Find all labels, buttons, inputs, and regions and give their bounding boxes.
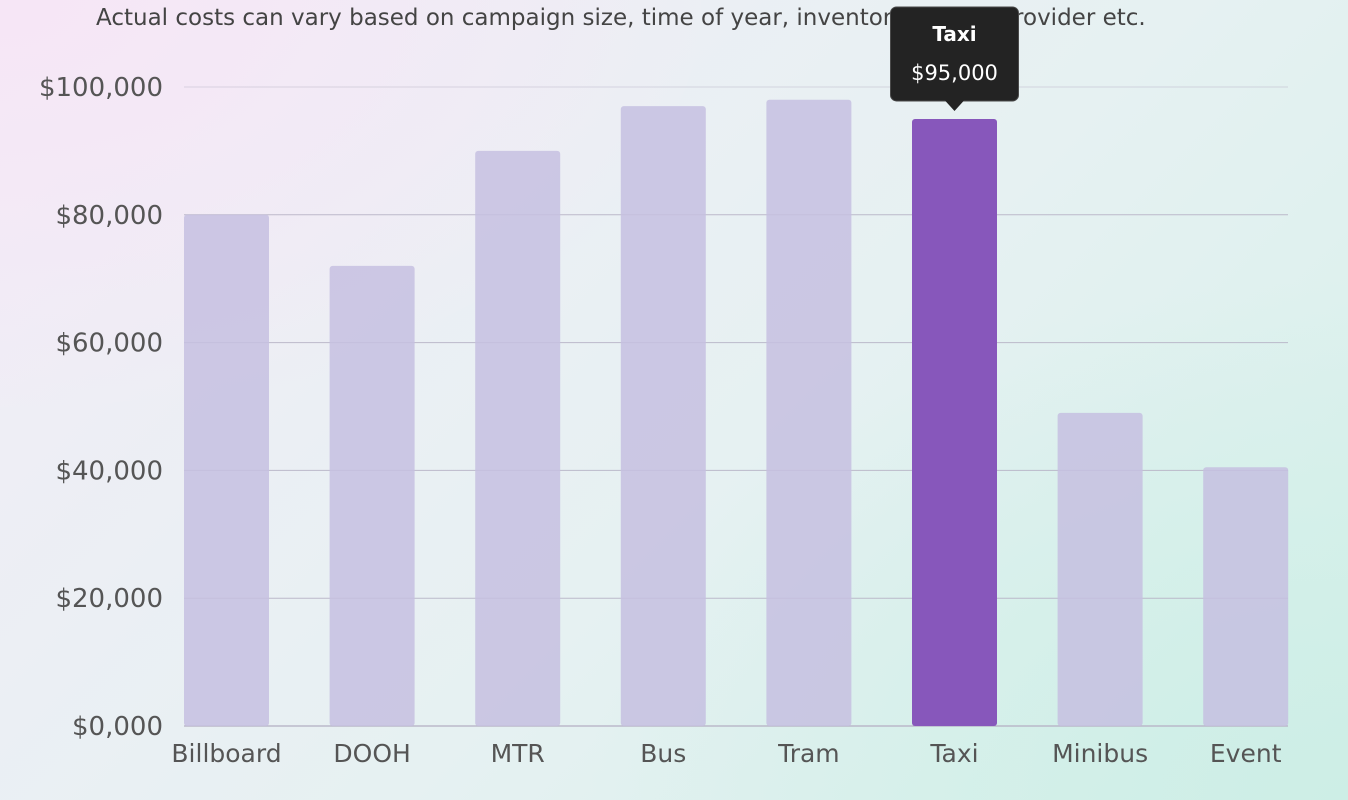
bar-event[interactable]: [1203, 467, 1289, 726]
tooltip: Taxi $95,000: [890, 6, 1019, 111]
bars: [184, 99, 1289, 727]
tooltip-title: Taxi: [932, 22, 976, 46]
bar-minibus[interactable]: [1057, 412, 1143, 726]
bar-billboard[interactable]: [184, 214, 269, 727]
tooltip-arrow: [944, 99, 965, 111]
x-category-label: Bus: [640, 739, 686, 768]
y-tick-label: $60,000: [55, 329, 163, 359]
y-tick-label: $20,000: [55, 584, 163, 614]
y-tick-label: $0,000: [72, 712, 163, 742]
y-tick-label: $80,000: [55, 201, 163, 231]
y-axis-tick-labels: $0,000 $20,000 $40,000 $60,000 $80,000 $100,0…: [39, 73, 163, 742]
tooltip-value: $95,000: [911, 61, 998, 85]
bar-dooh[interactable]: [329, 265, 415, 726]
bar-bus[interactable]: [620, 106, 706, 727]
x-category-label: Tram: [777, 739, 840, 768]
x-category-label: DOOH: [333, 739, 410, 768]
bar-mtr[interactable]: [475, 150, 561, 726]
y-tick-label: $100,000: [39, 73, 163, 103]
x-category-label: Minibus: [1052, 739, 1148, 768]
x-category-label: Taxi: [929, 739, 978, 768]
x-axis-category-labels: Billboard DOOH MTR Bus Tram Taxi Minibus Event: [171, 739, 1281, 768]
x-category-label: Billboard: [171, 739, 281, 768]
x-category-label: Event: [1210, 739, 1282, 768]
bar-taxi[interactable]: [912, 118, 997, 726]
bar-tram[interactable]: [766, 99, 852, 726]
x-category-label: MTR: [491, 739, 545, 768]
y-tick-label: $40,000: [55, 456, 163, 486]
